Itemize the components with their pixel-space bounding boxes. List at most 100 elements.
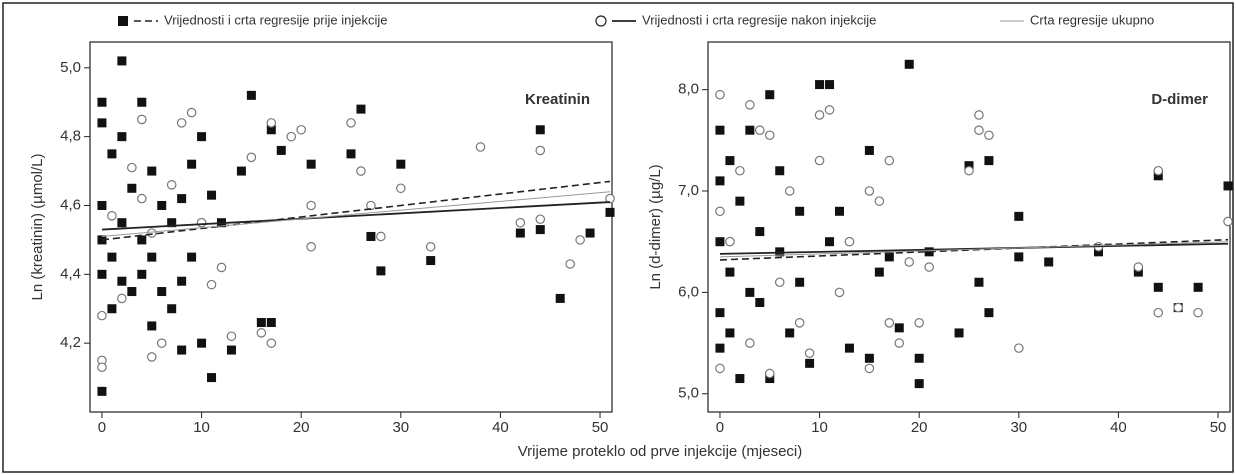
point xyxy=(834,287,845,298)
point xyxy=(396,183,406,194)
point xyxy=(127,183,137,193)
point xyxy=(715,206,725,217)
point xyxy=(874,267,884,277)
point xyxy=(177,276,187,286)
point xyxy=(735,165,745,176)
regression-line xyxy=(101,201,611,231)
point xyxy=(784,186,795,196)
point xyxy=(1193,282,1203,292)
point xyxy=(187,159,197,169)
x-axis-label: Vrijeme proteklo od prve injekcije (mjes… xyxy=(518,443,803,460)
point xyxy=(107,211,117,221)
point xyxy=(346,118,356,128)
y-tick-label: 4,8 xyxy=(60,128,81,145)
point xyxy=(117,56,127,66)
point xyxy=(117,276,127,286)
legend-label: Vrijednosti i crta regresije nakon injek… xyxy=(642,12,876,27)
point xyxy=(216,262,227,273)
point xyxy=(346,149,356,159)
point xyxy=(774,277,785,288)
point xyxy=(864,363,875,374)
point xyxy=(157,200,167,210)
point xyxy=(715,343,725,353)
point xyxy=(306,200,316,211)
x-tick-label: 50 xyxy=(1210,419,1227,436)
point xyxy=(396,159,406,169)
point xyxy=(914,317,924,328)
point xyxy=(286,131,297,142)
point xyxy=(894,323,904,333)
panel-title: D-dimer xyxy=(1151,91,1208,108)
x-tick-label: 50 xyxy=(592,419,609,436)
point xyxy=(426,256,436,266)
point xyxy=(984,156,994,166)
point xyxy=(745,287,755,297)
point xyxy=(815,80,825,90)
point xyxy=(805,358,815,368)
legend-marker xyxy=(118,16,128,26)
point xyxy=(884,252,894,262)
point xyxy=(97,310,107,321)
plot-area xyxy=(707,41,1231,413)
y-tick-label: 7,0 xyxy=(678,182,699,199)
y-tick-label: 4,6 xyxy=(60,196,81,213)
point xyxy=(196,217,207,228)
point xyxy=(306,159,316,169)
point xyxy=(555,293,565,303)
point xyxy=(167,218,177,228)
point xyxy=(884,317,895,328)
point xyxy=(266,125,276,135)
point xyxy=(226,331,237,342)
point xyxy=(814,155,825,166)
regression-line xyxy=(719,242,1229,255)
point xyxy=(146,352,157,362)
point xyxy=(1153,282,1163,292)
point xyxy=(824,105,835,115)
point xyxy=(844,343,854,353)
point xyxy=(117,132,127,142)
point xyxy=(755,125,765,135)
point xyxy=(97,362,107,373)
regression-line xyxy=(101,180,611,241)
point xyxy=(475,142,486,152)
point xyxy=(97,386,107,396)
point xyxy=(585,228,595,238)
y-tick-label: 8,0 xyxy=(678,81,699,98)
point xyxy=(1044,257,1054,267)
legend-label: Vrijednosti i crta regresije prije injek… xyxy=(164,12,388,27)
point xyxy=(246,152,257,163)
point xyxy=(146,228,157,238)
point xyxy=(914,379,924,389)
x-tick-label: 0 xyxy=(716,419,724,436)
point xyxy=(904,257,915,267)
point xyxy=(735,374,745,384)
point xyxy=(725,267,735,277)
point xyxy=(176,118,187,128)
point xyxy=(147,166,157,176)
point xyxy=(137,193,147,204)
point xyxy=(246,90,256,100)
point xyxy=(97,97,107,107)
regression-line xyxy=(719,238,1229,261)
point xyxy=(785,328,795,338)
point xyxy=(97,269,107,279)
point xyxy=(864,145,874,155)
point xyxy=(137,114,147,125)
point xyxy=(535,214,546,225)
point xyxy=(207,190,217,200)
point xyxy=(157,287,167,297)
regression-line xyxy=(101,191,611,237)
point xyxy=(1014,252,1024,262)
x-tick-label: 10 xyxy=(193,419,210,436)
point xyxy=(984,308,994,318)
point xyxy=(266,318,276,328)
x-tick-label: 30 xyxy=(392,419,409,436)
point xyxy=(825,237,835,247)
point xyxy=(964,165,974,176)
point xyxy=(765,90,775,100)
point xyxy=(206,279,217,290)
point xyxy=(117,218,127,228)
point xyxy=(97,118,107,128)
point xyxy=(715,363,725,374)
point xyxy=(1153,307,1164,318)
